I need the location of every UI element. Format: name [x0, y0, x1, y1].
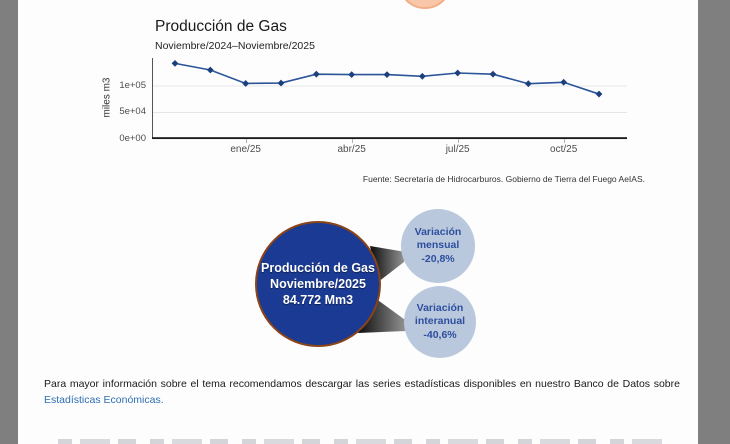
main-circle-title: Producción de Gas [261, 260, 375, 275]
main-circle: Producción de Gas Noviembre/2025 84.772 … [255, 221, 381, 347]
x-tick-label: oct/25 [550, 144, 578, 155]
monthly-variation-label1: Variación [414, 225, 462, 238]
data-point [489, 70, 497, 78]
data-point [418, 72, 426, 80]
x-tick-label: jul/25 [445, 144, 470, 155]
series-line [174, 62, 600, 95]
x-axis-line [152, 137, 627, 139]
data-point [560, 78, 568, 86]
chart-subtitle: Noviembre/2024–Noviembre/2025 [155, 40, 315, 52]
y-axis-title: miles m3 [101, 77, 113, 118]
statistics-link[interactable]: Estadísticas Económicas. [44, 394, 164, 407]
data-point [524, 80, 532, 88]
data-point [454, 69, 462, 77]
document-page: Producción de Gas Noviembre/2024–Noviemb… [18, 0, 698, 444]
yearly-variation-value: -40,6% [423, 328, 457, 341]
monthly-variation-value: -20,8% [421, 252, 455, 265]
gas-production-line-chart: 1e+05 5e+04 0e+00 ene/25 abr/25 jul/25 oct/25 [119, 58, 627, 155]
monthly-variation-circle: Variación mensual -20,8% [401, 209, 475, 283]
yearly-variation-label2: interanual [414, 315, 466, 328]
data-point [312, 70, 320, 78]
main-circle-period: Noviembre/2025 [270, 276, 366, 291]
data-point [171, 59, 179, 67]
y-tick-label: 5e+04 [119, 106, 146, 118]
data-point [277, 79, 285, 87]
monthly-variation-label2: mensual [416, 239, 460, 252]
y-tick-label: 0e+00 [119, 133, 146, 144]
x-tick-mark [563, 139, 565, 143]
data-point [383, 71, 391, 78]
yearly-variation-label1: Variación [416, 301, 464, 314]
footer-text: Para mayor información sobre el tema rec… [44, 378, 680, 390]
chart-source: Fuente: Secretaría de Hidrocarburos. Gob… [362, 174, 645, 184]
x-tick-label: abr/25 [337, 144, 366, 155]
x-tick-mark [245, 139, 247, 143]
x-tick-label: ene/25 [230, 144, 261, 155]
x-tick-mark [457, 139, 459, 143]
chart-title: Producción de Gas [155, 18, 287, 35]
line-chart-canvas [152, 58, 627, 140]
data-point [242, 80, 250, 87]
decorative-circle [398, 0, 452, 9]
main-circle-value: 84.772 Mm3 [282, 293, 354, 308]
infographic: Producción de Gas Noviembre/2025 84.772 … [248, 200, 508, 375]
data-point [206, 66, 214, 74]
x-tick-mark [351, 139, 353, 143]
cutoff-text-row [58, 439, 664, 444]
connector-yearly [358, 298, 408, 333]
data-point [595, 90, 603, 98]
y-tick-label: 1e+05 [119, 79, 146, 91]
yearly-variation-circle: Variación interanual -40,6% [404, 286, 476, 358]
data-point [348, 71, 356, 78]
footer-paragraph: Para mayor información sobre el tema rec… [44, 376, 680, 409]
